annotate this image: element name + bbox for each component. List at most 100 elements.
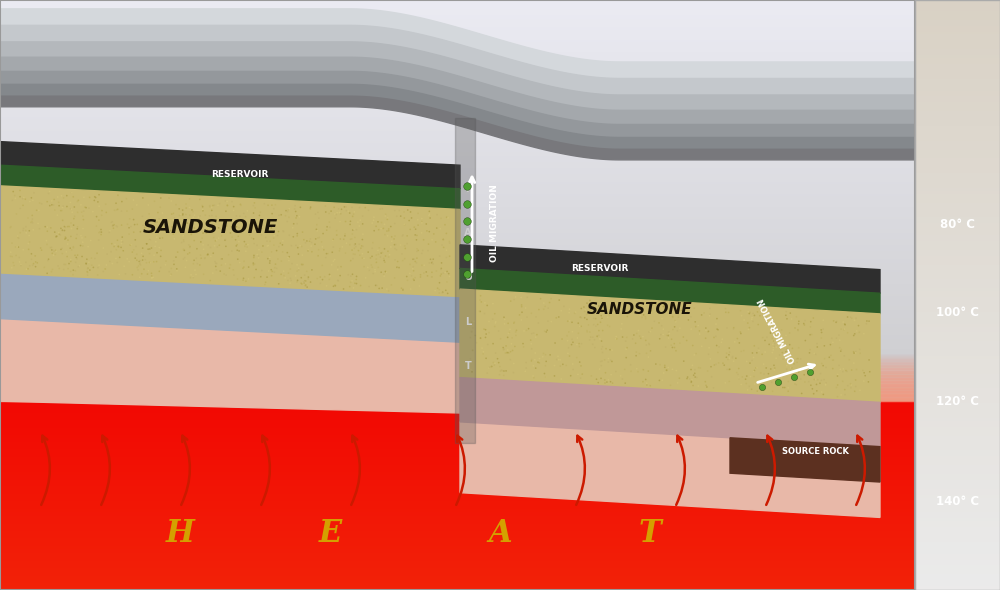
Point (283, 241, 299, 250)
Point (49, 231, 65, 241)
Bar (0, 526, 915, 527)
Bar (0, 496, 915, 497)
Point (514, 307, 530, 317)
Point (643, 346, 659, 356)
Bar (915, 395, 1000, 398)
Point (161, 194, 177, 203)
Point (264, 247, 280, 257)
Bar (0, 458, 915, 459)
Point (372, 204, 388, 214)
Bar (0, 90, 915, 93)
Point (129, 250, 145, 259)
Point (732, 327, 748, 337)
Point (42, 201, 58, 211)
Point (331, 208, 347, 217)
Point (851, 321, 867, 330)
Point (142, 236, 158, 245)
Point (380, 231, 396, 241)
Point (324, 248, 340, 257)
Point (595, 348, 611, 357)
Point (280, 207, 296, 217)
Point (211, 223, 227, 232)
Point (222, 260, 238, 270)
Point (218, 259, 234, 268)
Point (738, 379, 754, 388)
Bar (0, 183, 915, 185)
Point (140, 266, 156, 276)
Point (833, 324, 849, 334)
Point (694, 342, 710, 351)
Bar (0, 473, 915, 474)
Point (497, 314, 513, 324)
Point (216, 269, 232, 278)
Point (687, 317, 703, 326)
Point (415, 245, 431, 255)
Point (848, 313, 864, 323)
Bar (0, 159, 915, 161)
Point (701, 343, 717, 352)
Bar (0, 279, 915, 281)
Point (632, 332, 648, 341)
Bar (0, 447, 915, 448)
Point (551, 355, 567, 365)
Point (481, 328, 497, 337)
Point (561, 304, 577, 314)
Bar (0, 370, 915, 371)
Point (840, 328, 856, 337)
Bar (0, 549, 915, 550)
Bar (0, 250, 915, 252)
Point (351, 240, 367, 249)
Point (4, 252, 20, 261)
Point (673, 306, 689, 315)
Point (184, 205, 200, 215)
Point (422, 214, 438, 223)
Point (438, 229, 454, 238)
Point (825, 355, 841, 365)
Bar (0, 478, 915, 480)
Point (497, 348, 513, 358)
Point (185, 207, 201, 217)
Point (161, 267, 177, 277)
Point (347, 240, 363, 249)
Point (6, 261, 22, 270)
Point (589, 375, 605, 384)
Bar (915, 3, 1000, 6)
Point (411, 281, 427, 291)
Point (518, 358, 534, 367)
Bar (0, 563, 915, 565)
Point (680, 315, 696, 324)
Point (119, 254, 135, 264)
Point (472, 307, 488, 316)
Point (345, 283, 361, 293)
Bar (0, 365, 915, 366)
Point (709, 341, 725, 350)
Point (342, 217, 358, 226)
Bar (915, 177, 1000, 180)
Bar (0, 441, 915, 442)
Point (151, 243, 167, 253)
Point (32, 198, 48, 208)
Point (780, 377, 796, 386)
Point (465, 346, 481, 355)
Point (523, 339, 539, 349)
Bar (0, 482, 915, 484)
Point (797, 316, 813, 325)
Point (779, 344, 795, 353)
Bar (0, 57, 915, 59)
Point (314, 261, 330, 270)
Point (577, 313, 593, 323)
Point (765, 386, 781, 396)
Point (310, 233, 326, 242)
Point (352, 215, 368, 225)
Point (208, 258, 224, 268)
Point (672, 323, 688, 333)
Point (813, 369, 829, 378)
Bar (915, 466, 1000, 469)
Bar (0, 512, 915, 513)
Point (381, 226, 397, 235)
Point (75, 241, 91, 251)
Point (77, 202, 93, 212)
Bar (0, 362, 915, 364)
Bar (0, 579, 915, 581)
Point (87, 254, 103, 263)
